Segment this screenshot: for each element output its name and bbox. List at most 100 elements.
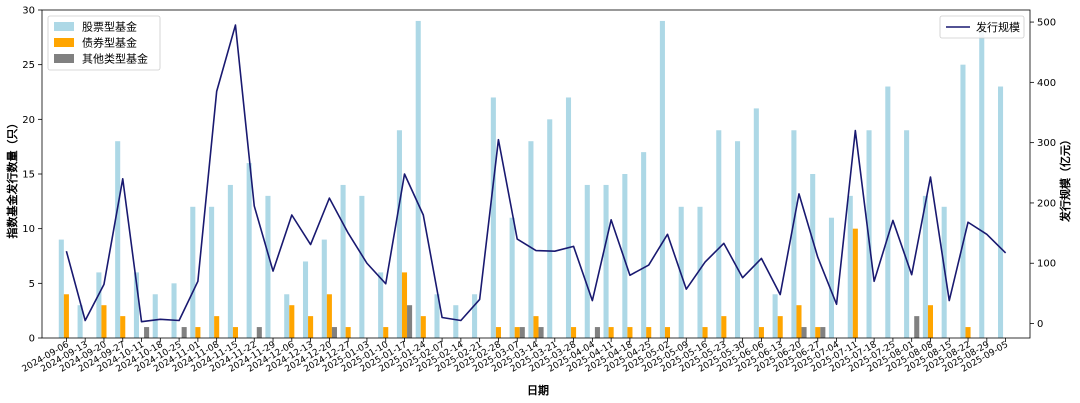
axes: [38, 9, 1034, 342]
bar: [735, 141, 741, 338]
bar: [904, 130, 910, 338]
bar: [415, 20, 421, 339]
legend-box: [47, 15, 161, 71]
bar: [571, 327, 577, 338]
bar: [622, 174, 628, 338]
y2-tick-label: 100: [1037, 259, 1056, 270]
bar: [960, 64, 966, 339]
bar: [998, 86, 1004, 338]
bar: [641, 152, 647, 338]
bar: [810, 174, 816, 338]
bar: [914, 316, 920, 338]
bar: [246, 163, 252, 338]
y-tick-label: 30: [22, 6, 35, 17]
bar: [627, 327, 633, 338]
bar: [777, 316, 783, 338]
bar: [885, 86, 891, 338]
bar: [181, 327, 187, 338]
legend-label: 债券型基金: [82, 36, 137, 50]
bar: [58, 239, 64, 338]
bar: [209, 206, 215, 338]
bar: [359, 195, 365, 338]
bar: [820, 327, 826, 338]
bar: [101, 305, 107, 338]
bar: [345, 327, 351, 338]
bar: [407, 305, 413, 338]
legend-label: 发行规模: [976, 20, 1020, 34]
bar: [603, 184, 609, 338]
y-tick-label: 10: [22, 224, 35, 235]
bar: [378, 272, 384, 338]
y2-tick-label: 0: [1037, 319, 1043, 330]
bar: [847, 195, 853, 338]
x-tick-labels: 2024-09-062024-09-132024-09-202024-09-27…: [21, 340, 1011, 375]
bar: [190, 206, 196, 338]
bar: [434, 294, 440, 338]
bar: [608, 327, 614, 338]
bar: [547, 119, 553, 338]
bar: [120, 316, 126, 338]
bar: [594, 327, 600, 338]
bar: [659, 20, 665, 339]
legend-swatch: [54, 22, 74, 31]
bar: [495, 327, 501, 338]
bar: [538, 327, 544, 338]
bar: [232, 327, 238, 338]
bar: [519, 327, 525, 338]
y2-tick-label: 200: [1037, 198, 1056, 209]
bar: [401, 272, 408, 338]
bar: [214, 316, 220, 338]
bar: [308, 316, 314, 338]
bar: [721, 316, 727, 338]
legend-label: 股票型基金: [82, 20, 137, 34]
bar: [927, 305, 933, 338]
line-layer: [65, 24, 1007, 323]
y2-tick-label: 300: [1037, 138, 1056, 149]
bar: [565, 97, 572, 338]
y-tick-label: 5: [29, 279, 35, 290]
bar: [265, 195, 271, 338]
bar: [144, 327, 150, 338]
bar: [133, 272, 139, 338]
bar: [331, 327, 337, 338]
y-tick-label: 0: [29, 334, 35, 345]
legend-label: 其他类型基金: [82, 52, 148, 66]
y-tick-label: 15: [22, 170, 35, 181]
y-tick-label: 20: [22, 115, 35, 126]
y2-tick-label: 500: [1037, 18, 1056, 29]
y-tick-label: 25: [22, 60, 35, 71]
bar: [979, 31, 985, 339]
legend-swatch: [54, 54, 74, 63]
bar: [852, 228, 858, 338]
bar: [514, 327, 520, 338]
bar: [472, 294, 478, 338]
bar: [284, 294, 290, 338]
bar: [716, 130, 722, 338]
bar: [828, 217, 835, 338]
bar: [772, 294, 778, 338]
bar: [791, 130, 797, 338]
bar: [302, 261, 309, 338]
bar: [866, 130, 872, 338]
bar: [152, 294, 158, 338]
bar: [965, 327, 971, 338]
bar: [702, 327, 708, 338]
y2-axis-label: 发行规模（亿元）: [1058, 134, 1072, 223]
bar: [321, 239, 327, 338]
bar: [77, 305, 83, 338]
plot-frame: [41, 9, 1031, 339]
bar: [528, 141, 534, 338]
bar: [227, 184, 233, 338]
y2-tick-label: 400: [1037, 78, 1056, 89]
legend-right: 发行规模: [939, 15, 1025, 39]
bar: [664, 327, 671, 338]
bar: [796, 305, 802, 338]
bar: [490, 97, 496, 338]
x-axis-label: 日期: [527, 383, 549, 397]
bar: [533, 316, 539, 338]
bar: [509, 217, 515, 338]
bar: [396, 130, 402, 338]
legend-box: [939, 15, 1025, 39]
